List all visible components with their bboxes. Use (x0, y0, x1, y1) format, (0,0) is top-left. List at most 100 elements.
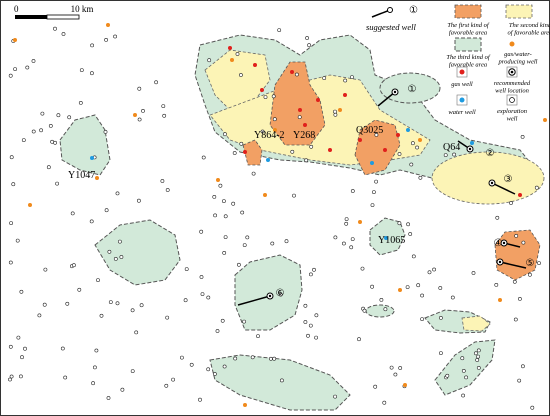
exploration-well (37, 313, 42, 318)
gas-well (343, 93, 347, 97)
area-first (354, 119, 401, 176)
exploration-well (189, 362, 194, 367)
exploration-well (90, 71, 94, 76)
legend-label: The third kind of (446, 54, 490, 61)
exploration-well (223, 214, 228, 219)
area-third (234, 254, 303, 331)
water-well (90, 156, 94, 160)
gas-well (316, 98, 320, 102)
exploration-well (418, 175, 423, 180)
exploration-well (67, 115, 72, 120)
scale-bar: 0 10 km (14, 4, 93, 20)
exploration-well (93, 365, 97, 370)
scale-start: 0 (14, 4, 19, 14)
exploration-well (120, 387, 125, 392)
exploration-well (56, 113, 61, 118)
exploration-well (107, 249, 112, 254)
gas-water-producing-well (338, 108, 342, 112)
exploration-well (222, 364, 227, 369)
exploration-well (514, 233, 519, 238)
exploration-well (11, 182, 16, 187)
exploration-well (333, 109, 337, 114)
exploration-well (518, 296, 522, 301)
suggested-well-center (502, 241, 506, 245)
exploration-well (25, 65, 30, 70)
area-third (434, 339, 496, 396)
exploration-well (21, 138, 26, 143)
exploration-well (79, 68, 84, 73)
exploration-well (314, 335, 319, 340)
exploration-well (461, 368, 466, 373)
gas-well (328, 148, 332, 152)
well-label: Y1065 (378, 235, 405, 246)
suggested-well-number: ① (408, 84, 417, 95)
exploration-well (279, 378, 284, 383)
legend-label: well location (495, 88, 529, 95)
exploration-well (260, 129, 265, 134)
exploration-well (199, 275, 204, 279)
exploration-well (521, 240, 526, 245)
gas-water-producing-well (398, 288, 402, 292)
exploration-well (294, 72, 299, 77)
exploration-well (495, 215, 500, 220)
exploration-well (164, 383, 169, 388)
exploration-well (137, 117, 142, 122)
exploration-well (9, 155, 14, 160)
areas (59, 34, 545, 411)
exploration-well (350, 75, 354, 80)
suggested-well-center (498, 260, 502, 264)
exploration-well (104, 208, 109, 213)
exploration-well (397, 152, 402, 156)
exploration-well (416, 283, 421, 288)
well-label: Q64 (443, 142, 460, 153)
legend-symbol (459, 69, 465, 75)
exploration-well (8, 344, 13, 349)
legend-symbol (459, 97, 465, 103)
exploration-well (382, 400, 387, 405)
exploration-well (476, 365, 481, 370)
exploration-well (409, 162, 414, 167)
exploration-well (48, 124, 53, 128)
exploration-well (427, 270, 432, 275)
exploration-well (40, 111, 45, 116)
exploration-well (199, 229, 204, 234)
exploration-well (374, 132, 379, 137)
exploration-well (350, 189, 355, 193)
wells (8, 23, 547, 410)
exploration-well (512, 279, 517, 284)
gas-water-producing-well (216, 178, 220, 182)
exploration-well (494, 282, 499, 287)
exploration-well (53, 26, 57, 31)
exploration-well (94, 348, 99, 353)
exploration-well (198, 397, 202, 402)
exploration-well (154, 80, 159, 85)
exploration-well (297, 115, 302, 120)
suggested-well-center (468, 147, 472, 151)
exploration-well (137, 86, 142, 91)
exploration-well (18, 374, 23, 379)
exploration-well (284, 239, 289, 244)
exploration-well (350, 237, 355, 242)
gas-well (383, 148, 387, 152)
gas-well (228, 46, 232, 50)
exploration-well (46, 165, 51, 170)
exploration-well (141, 109, 145, 113)
gas-water-producing-well (243, 403, 247, 407)
suggested-well-center (268, 294, 272, 298)
exploration-well (9, 374, 14, 379)
legend-symbol (509, 41, 515, 47)
exploration-well (8, 73, 13, 78)
exploration-well (215, 329, 220, 333)
exploration-well (475, 358, 480, 362)
gas-water-producing-well (133, 113, 137, 117)
exploration-well (136, 198, 141, 203)
exploration-well (206, 367, 211, 372)
exploration-well (420, 293, 425, 298)
exploration-well (256, 334, 260, 339)
exploration-well (223, 132, 227, 137)
exploration-well (290, 149, 295, 154)
exploration-well (113, 256, 118, 261)
exploration-well (370, 203, 375, 208)
exploration-well (8, 377, 12, 382)
